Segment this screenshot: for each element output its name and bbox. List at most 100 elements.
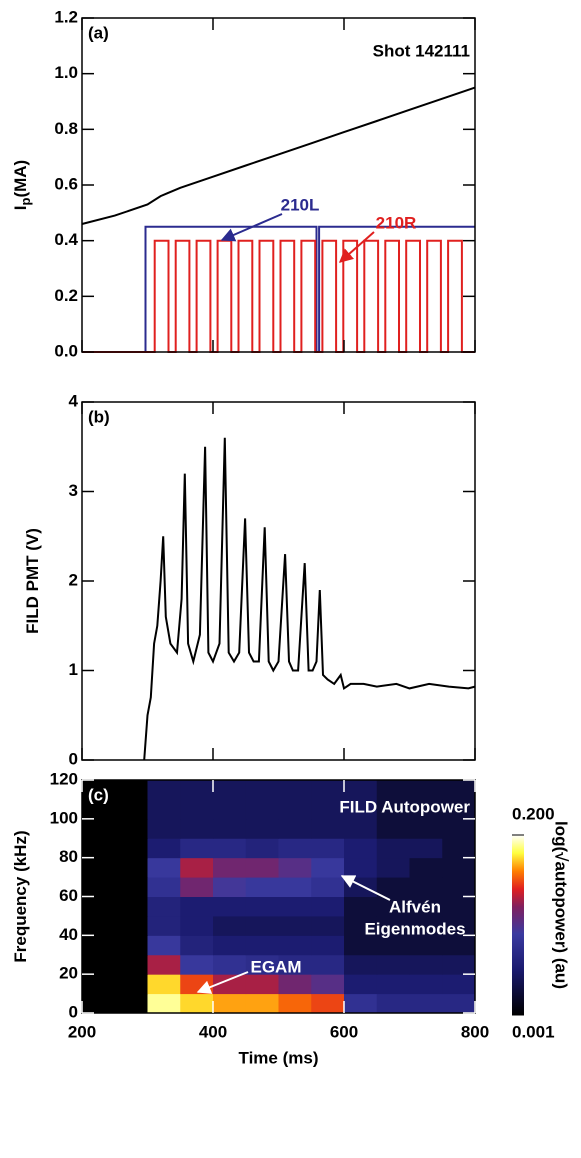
y-axis-label-part: (MA) xyxy=(11,160,30,198)
series-label: 210R xyxy=(376,213,417,232)
heatmap-cell xyxy=(180,896,214,917)
y-tick-label: 0.6 xyxy=(54,174,78,193)
y-tick-label: 2 xyxy=(69,570,78,589)
plot-frame xyxy=(81,401,476,761)
y-axis-label-part: I xyxy=(11,205,30,210)
heatmap-cell xyxy=(147,993,181,1014)
y-tick-label: 40 xyxy=(59,925,78,944)
annotation-arrow xyxy=(340,875,391,901)
panel-label: (c) xyxy=(88,785,109,804)
heatmap-cell xyxy=(311,799,345,820)
heatmap-cell xyxy=(278,993,312,1014)
annotation: Eigenmodes xyxy=(364,919,465,938)
heatmap-cell xyxy=(82,799,116,820)
heatmap-cell xyxy=(344,838,378,859)
heatmap-cell xyxy=(213,857,247,878)
heatmap-cell xyxy=(147,915,181,936)
heatmap-cell xyxy=(278,838,312,859)
heatmap-cell xyxy=(278,857,312,878)
heatmap-cell xyxy=(278,974,312,995)
heatmap-cell xyxy=(114,954,148,975)
heatmap-cell xyxy=(213,915,247,936)
y-tick-label: 20 xyxy=(59,964,78,983)
x-tick-label: 800 xyxy=(461,1022,489,1041)
heatmap-cell xyxy=(114,799,148,820)
heatmap-cell xyxy=(376,877,410,897)
y-tick-label: 1.2 xyxy=(54,7,78,26)
heatmap-cell xyxy=(82,896,116,917)
heatmap-cell xyxy=(245,877,279,897)
y-tick-label: 3 xyxy=(69,481,78,500)
heatmap-cell xyxy=(442,896,476,917)
heatmap-cell xyxy=(82,818,116,839)
heatmap-cell xyxy=(442,935,476,956)
heatmap-cell xyxy=(344,915,378,936)
heatmap-cell xyxy=(180,838,214,859)
heatmap-cell xyxy=(376,993,410,1014)
y-tick-label: 120 xyxy=(50,769,78,788)
heatmap-cell xyxy=(344,857,378,878)
heatmap-cell xyxy=(376,954,410,975)
x-tick-label: 400 xyxy=(199,1022,227,1041)
heatmap-cell xyxy=(114,838,148,859)
heatmap-cell xyxy=(245,993,279,1014)
heatmap-cell xyxy=(245,857,279,878)
heatmap-cell xyxy=(311,896,345,917)
heatmap-cell xyxy=(311,838,345,859)
heatmap-cell xyxy=(278,935,312,956)
series-label: 210L xyxy=(281,195,320,214)
heatmap-cell xyxy=(147,974,181,995)
heatmap-cell xyxy=(442,857,476,878)
heatmap-cell xyxy=(344,954,378,975)
heatmap-cell xyxy=(147,857,181,878)
heatmap-cell xyxy=(311,877,345,897)
heatmap-cell xyxy=(311,857,345,878)
heatmap-cell xyxy=(114,877,148,897)
heatmap-cell xyxy=(278,780,312,800)
annotation: FILD Autopower xyxy=(339,797,470,816)
heatmap-cell xyxy=(409,857,443,878)
heatmap-cell xyxy=(114,896,148,917)
heatmap-cell xyxy=(82,935,116,956)
annotation: Shot 142111 xyxy=(373,41,470,60)
heatmap-cell xyxy=(376,915,410,936)
heatmap-cell xyxy=(344,993,378,1014)
heatmap-cell xyxy=(278,799,312,820)
heatmap-cell xyxy=(213,993,247,1014)
heatmap-cell xyxy=(245,974,279,995)
series-line xyxy=(81,86,476,225)
heatmap-cell xyxy=(114,857,148,878)
heatmap-cell xyxy=(311,818,345,839)
y-axis-label-part: Frequency (kHz) xyxy=(11,830,30,962)
heatmap-cell xyxy=(409,818,443,839)
heatmap-cell xyxy=(409,838,443,859)
heatmap-cell xyxy=(114,935,148,956)
y-tick-label: 100 xyxy=(50,808,78,827)
heatmap-cell xyxy=(213,877,247,897)
y-tick-label: 60 xyxy=(59,886,78,905)
y-tick-label: 0 xyxy=(69,749,78,768)
heatmap-cell xyxy=(114,818,148,839)
annotation-arrow xyxy=(196,971,249,994)
heatmap-cell xyxy=(180,935,214,956)
heatmap-cell xyxy=(147,935,181,956)
heatmap-cell xyxy=(409,877,443,897)
y-tick-label: 0.8 xyxy=(54,119,78,138)
heatmap-cell xyxy=(311,993,345,1014)
heatmap-cell xyxy=(180,780,214,800)
heatmap-cell xyxy=(82,974,116,995)
heatmap-cell xyxy=(245,838,279,859)
heatmap-cell xyxy=(180,993,214,1014)
heatmap-cell xyxy=(213,799,247,820)
heatmap-cell xyxy=(245,896,279,917)
y-tick-label: 0.0 xyxy=(54,341,78,360)
heatmap-cell xyxy=(344,935,378,956)
heatmap-cell xyxy=(442,838,476,859)
heatmap-cell xyxy=(213,896,247,917)
heatmap-cell xyxy=(245,915,279,936)
heatmap-cell xyxy=(409,974,443,995)
plot-frame xyxy=(81,17,476,353)
heatmap-cell xyxy=(245,818,279,839)
heatmap-cell xyxy=(213,974,247,995)
x-axis-label: Time (ms) xyxy=(239,1048,319,1067)
